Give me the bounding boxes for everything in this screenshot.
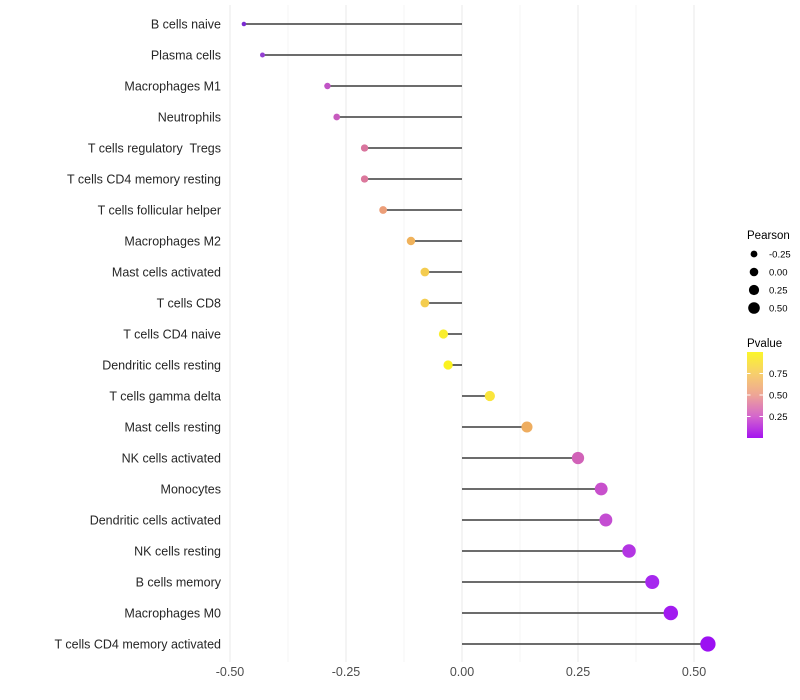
y-axis-label: Mast cells resting (124, 421, 221, 435)
x-axis-tick-label: 0.25 (566, 665, 590, 679)
lollipop-stems (243, 23, 708, 645)
y-axis-label: T cells CD4 naive (123, 328, 221, 342)
y-axis-label: NK cells activated (122, 452, 221, 466)
y-axis-label: Macrophages M2 (124, 235, 221, 249)
lollipop-dot (438, 329, 449, 339)
size-legend-title: Pearson (747, 230, 790, 242)
lollipop-dot (599, 513, 613, 527)
lollipop-dot (333, 113, 341, 121)
lollipop-dot (360, 175, 369, 183)
color-legend-title: Pvalue (747, 338, 782, 350)
colorbar-tick-label: 0.75 (769, 369, 788, 380)
lollipop-dot (324, 82, 331, 90)
y-axis-label: T cells CD8 (157, 297, 221, 311)
x-axis-tick-label: 0.00 (450, 665, 474, 679)
lollipop-dot (443, 360, 453, 370)
lollipop-dot (360, 144, 369, 152)
y-axis-label: T cells CD4 memory resting (67, 173, 221, 187)
lollipop-dot (571, 451, 585, 465)
colorbar-tick-label: 0.50 (769, 391, 788, 402)
y-axis-category-labels: B cells naive Plasma cells Macrophages M1 N… (55, 18, 222, 652)
size-legend-key-label: 0.25 (769, 286, 788, 297)
colorbar-tick-label: 0.25 (769, 412, 788, 423)
lollipop-dot (645, 574, 660, 590)
y-axis-label: Monocytes (161, 483, 221, 497)
lollipop-dot (241, 21, 247, 27)
y-axis-label: T cells CD4 memory activated (55, 638, 222, 652)
size-legend-key-dot (748, 284, 760, 296)
lollipop-dots (241, 21, 716, 652)
x-axis-tick-labels: -0.50 -0.25 0.00 0.25 0.50 (216, 665, 706, 679)
lollipop-dot (260, 52, 265, 58)
size-legend-key-dot (748, 302, 760, 314)
pvalue-colorbar (747, 352, 763, 438)
colorbar-ticks (747, 373, 763, 417)
size-legend-key-dot (750, 250, 758, 258)
size-legend-key-label: -0.25 (769, 250, 791, 261)
y-axis-label: Dendritic cells resting (102, 359, 221, 373)
size-legend: Pearson -0.25 0.00 0.25 0.50 (747, 230, 791, 315)
colorbar-tick-labels: 0.75 0.50 0.25 (769, 369, 788, 423)
y-axis-label: Dendritic cells activated (90, 514, 221, 528)
y-axis-label: T cells follicular helper (98, 204, 221, 218)
x-axis-tick-label: 0.50 (682, 665, 706, 679)
size-legend-key-dot (749, 267, 759, 277)
lollipop-dot (663, 605, 679, 621)
y-axis-label: B cells memory (136, 576, 222, 590)
size-legend-keys: -0.25 0.00 0.25 0.50 (748, 250, 791, 315)
x-axis-tick-label: -0.25 (332, 665, 361, 679)
y-axis-label: Macrophages M1 (124, 80, 221, 94)
size-legend-key-label: 0.50 (769, 304, 788, 315)
lollipop-dot (700, 636, 716, 652)
color-legend: Pvalue 0.75 0.50 0.25 (747, 338, 788, 438)
y-axis-label: Macrophages M0 (124, 607, 221, 621)
y-axis-label: Neutrophils (158, 111, 221, 125)
y-axis-label: T cells regulatory Tregs (88, 142, 221, 156)
x-axis-tick-label: -0.50 (216, 665, 245, 679)
lollipop-dot (420, 267, 430, 277)
y-axis-label: B cells naive (151, 18, 221, 32)
y-axis-label: Mast cells activated (112, 266, 221, 280)
lollipop-dot (622, 544, 636, 558)
lollipop-dot (420, 298, 430, 308)
y-axis-label: Plasma cells (151, 49, 221, 63)
minor-gridlines (287, 5, 637, 662)
lollipop-dot (484, 390, 495, 402)
y-axis-label: NK cells resting (134, 545, 221, 559)
lollipop-dot (406, 236, 416, 246)
size-legend-key-label: 0.00 (769, 268, 788, 279)
lollipop-dot (594, 482, 608, 496)
y-axis-label: T cells gamma delta (109, 390, 221, 404)
lollipop-dot (521, 421, 533, 433)
lollipop-dot (379, 206, 387, 214)
